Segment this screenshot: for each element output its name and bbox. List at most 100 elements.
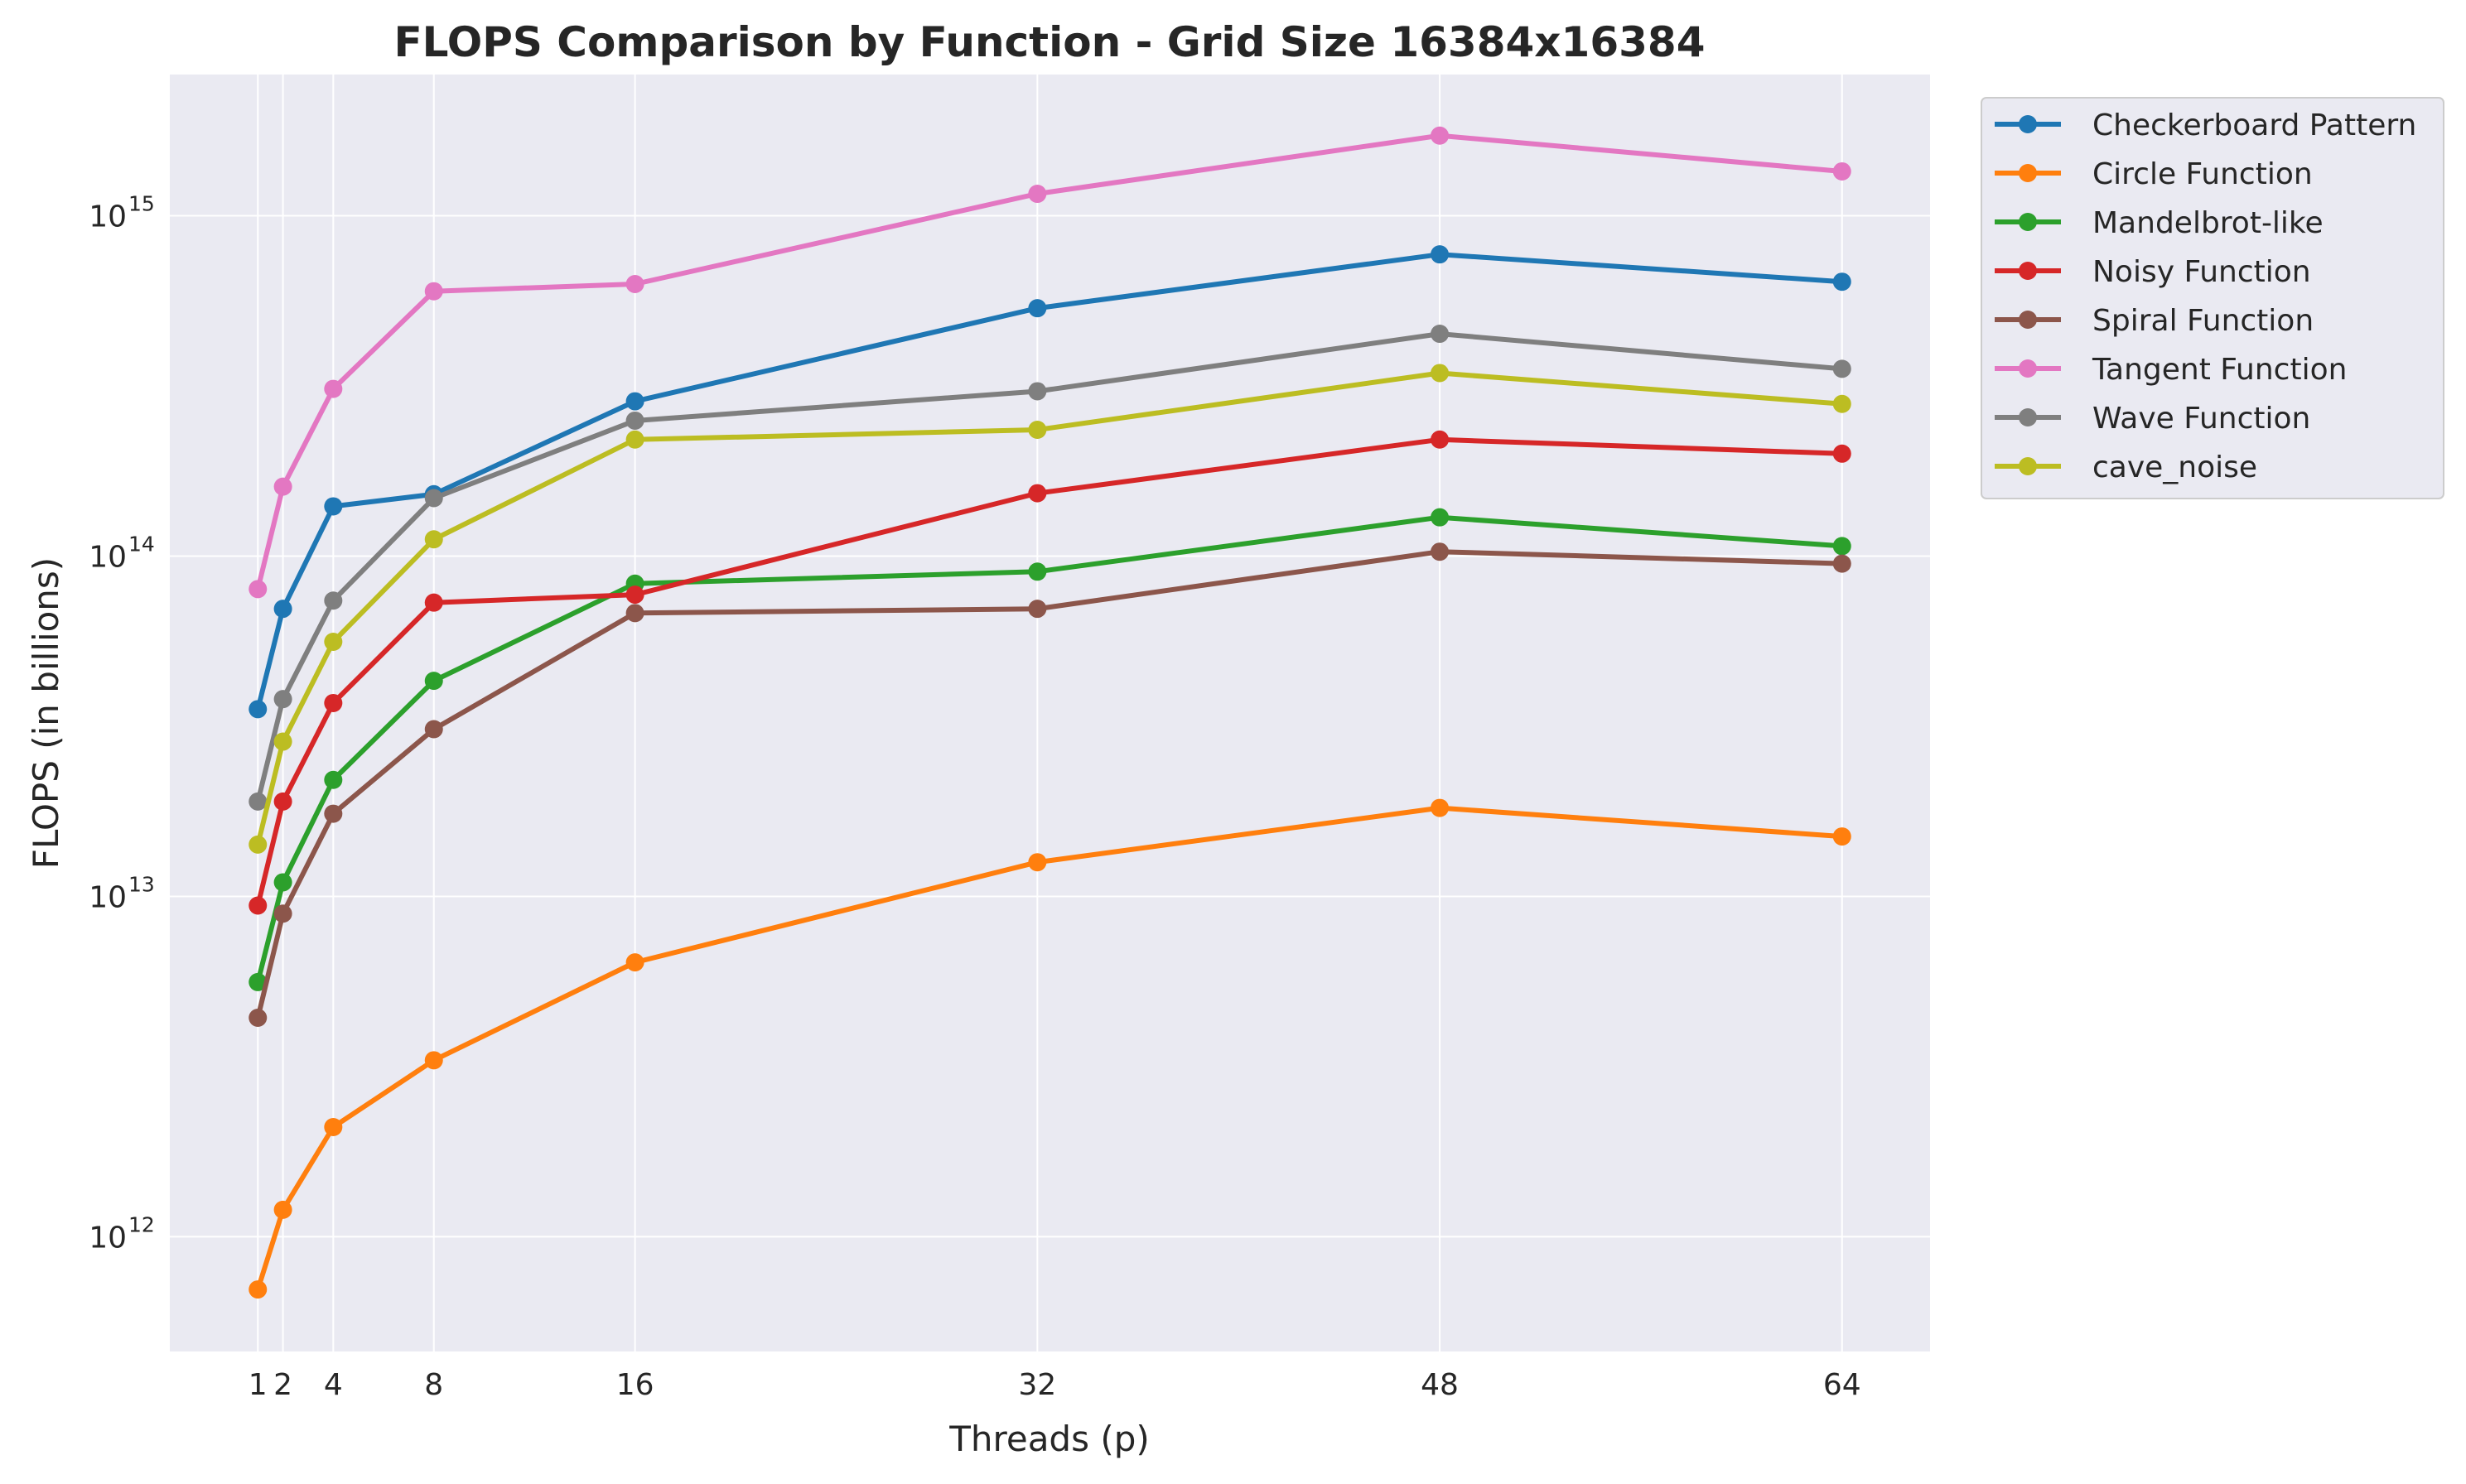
data-point xyxy=(1431,245,1450,264)
legend-entry: Mandelbrot-like xyxy=(1995,206,2324,240)
chart-title: FLOPS Comparison by Function - Grid Size… xyxy=(394,18,1706,66)
legend-entry: Circle Function xyxy=(1995,157,2313,191)
data-point xyxy=(324,693,343,712)
data-point xyxy=(1028,484,1047,503)
legend-entry: Tangent Function xyxy=(1995,353,2347,387)
y-tick-exponent: 13 xyxy=(128,872,155,896)
legend-label: Mandelbrot-like xyxy=(2092,206,2324,240)
data-point xyxy=(625,274,644,293)
legend-marker xyxy=(2019,408,2037,426)
data-point xyxy=(424,489,443,508)
data-point xyxy=(424,1051,443,1070)
data-point xyxy=(324,591,343,610)
data-point xyxy=(1028,562,1047,581)
x-tick-label: 1 xyxy=(249,1368,268,1402)
legend-marker xyxy=(2019,115,2037,133)
data-point xyxy=(324,770,343,789)
data-point xyxy=(1028,382,1047,401)
data-point xyxy=(1028,421,1047,440)
x-tick-labels: 1 2 4 8 16 32 48 64 xyxy=(249,1368,1861,1402)
legend-box xyxy=(1981,97,2444,499)
legend-entry: Noisy Function xyxy=(1995,255,2311,289)
data-point xyxy=(1431,798,1450,817)
x-tick-label: 4 xyxy=(324,1368,343,1402)
y-tick-base: 10 xyxy=(89,1221,127,1255)
data-point xyxy=(424,282,443,301)
legend-entry: Spiral Function xyxy=(1995,304,2314,338)
legend-label: Wave Function xyxy=(2092,402,2310,436)
y-tick-label: 10 14 xyxy=(89,532,155,574)
y-tick-base: 10 xyxy=(89,200,127,234)
y-tick-exponent: 15 xyxy=(128,192,155,216)
x-tick-label: 32 xyxy=(1018,1368,1056,1402)
data-point xyxy=(625,953,644,972)
x-tick-label: 64 xyxy=(1823,1368,1861,1402)
data-point xyxy=(249,700,268,719)
legend-entry: Wave Function xyxy=(1995,402,2310,436)
data-point xyxy=(424,672,443,691)
legend-label: Spiral Function xyxy=(2092,304,2314,338)
data-point xyxy=(324,632,343,651)
series-cave-noise xyxy=(249,364,1851,854)
legend-marker xyxy=(2019,262,2037,280)
data-point xyxy=(273,477,292,496)
y-tick-exponent: 14 xyxy=(128,532,155,556)
data-point xyxy=(273,732,292,751)
data-point xyxy=(1431,126,1450,145)
data-point xyxy=(625,430,644,449)
series-line xyxy=(255,132,1845,592)
data-point xyxy=(1832,537,1851,556)
data-point xyxy=(1832,394,1851,413)
data-point xyxy=(1832,272,1851,292)
legend-label: Circle Function xyxy=(2092,157,2313,191)
data-point xyxy=(1832,554,1851,573)
series-wave-function xyxy=(249,325,1851,811)
y-tick-base: 10 xyxy=(89,880,127,914)
y-tick-label: 10 13 xyxy=(89,872,155,914)
data-point xyxy=(1832,161,1851,181)
data-point xyxy=(273,792,292,811)
data-point xyxy=(625,411,644,430)
legend: Checkerboard Pattern Circle Function Mande… xyxy=(1981,97,2444,499)
series-line xyxy=(255,549,1845,1020)
x-tick-label: 16 xyxy=(616,1368,654,1402)
data-point xyxy=(249,972,268,991)
data-point xyxy=(249,792,268,811)
data-point xyxy=(424,720,443,739)
data-point xyxy=(273,690,292,709)
series-circle-function xyxy=(249,798,1851,1299)
data-point xyxy=(249,1008,268,1027)
y-tick-exponent: 12 xyxy=(128,1212,155,1236)
data-point xyxy=(1028,185,1047,204)
x-tick-label: 2 xyxy=(273,1368,292,1402)
data-point xyxy=(1832,359,1851,378)
x-tick-label: 8 xyxy=(424,1368,443,1402)
legend-label: cave_noise xyxy=(2092,450,2257,484)
data-point xyxy=(249,835,268,854)
data-point xyxy=(273,873,292,892)
series-mandelbrot-like xyxy=(249,508,1851,991)
data-point xyxy=(1832,827,1851,846)
data-point xyxy=(625,392,644,411)
data-point xyxy=(249,580,268,599)
series-line xyxy=(255,436,1845,908)
data-point xyxy=(249,1280,268,1299)
data-point xyxy=(1832,444,1851,463)
data-point xyxy=(273,904,292,923)
data-point xyxy=(424,530,443,549)
data-point xyxy=(249,896,268,915)
data-point xyxy=(273,1200,292,1219)
data-point xyxy=(1028,299,1047,318)
data-point xyxy=(1431,364,1450,383)
series-spiral-function xyxy=(249,542,1851,1027)
legend-entry: Checkerboard Pattern xyxy=(1995,108,2416,142)
legend-entry: cave_noise xyxy=(1995,450,2257,484)
legend-marker xyxy=(2019,213,2037,231)
data-point xyxy=(1431,430,1450,449)
y-tick-label: 10 15 xyxy=(89,192,155,234)
data-point xyxy=(625,604,644,623)
legend-label: Noisy Function xyxy=(2092,255,2311,289)
data-point xyxy=(424,593,443,612)
legend-marker xyxy=(2019,359,2037,378)
